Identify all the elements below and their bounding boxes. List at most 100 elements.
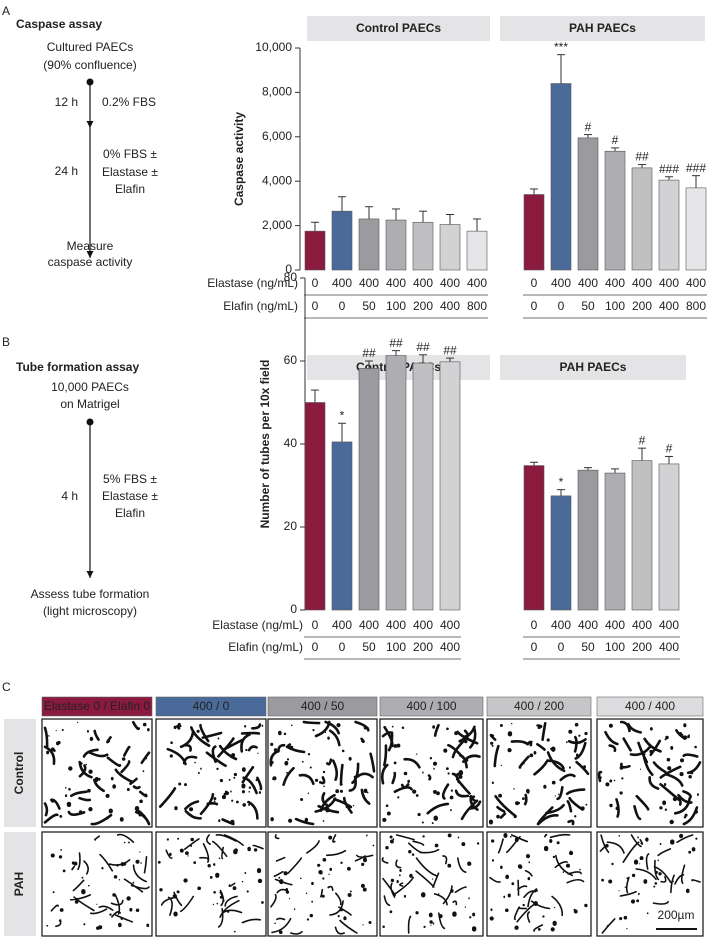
bar — [412, 221, 434, 271]
step-condition: 5% FBS ± — [103, 472, 157, 486]
tube-network — [50, 833, 150, 928]
elastase-value: 400 — [551, 618, 571, 632]
arrowhead — [86, 571, 94, 578]
end-text: Measure — [67, 239, 114, 253]
bar — [439, 361, 461, 611]
column-header — [155, 696, 267, 717]
arrowhead — [86, 121, 94, 128]
elafin-value: 50 — [581, 299, 595, 313]
bar — [523, 194, 545, 271]
bar — [685, 187, 707, 271]
elafin-value: 0 — [339, 299, 346, 313]
elafin-value: 200 — [413, 640, 433, 654]
bar — [577, 137, 599, 271]
bar — [466, 230, 488, 271]
row-label: Elastase (ng/mL) — [212, 618, 303, 632]
elastase-value: 0 — [312, 276, 319, 290]
column-header — [41, 696, 153, 717]
end-text: caspase activity — [48, 255, 133, 269]
assay-title: Caspase assay — [16, 17, 102, 31]
bar — [412, 362, 434, 611]
elastase-value: 400 — [440, 618, 460, 632]
elastase-value: 400 — [359, 618, 379, 632]
significance-label: ## — [362, 346, 376, 360]
bar — [658, 179, 680, 271]
elastase-value: 400 — [632, 276, 652, 290]
elafin-value: 400 — [440, 640, 460, 654]
bar — [358, 218, 380, 271]
elastase-value: 0 — [312, 618, 319, 632]
elastase-value: 400 — [386, 276, 406, 290]
step-time: 24 h — [55, 164, 78, 178]
micrograph — [41, 831, 153, 937]
significance-label: # — [639, 433, 646, 447]
elastase-value: 400 — [386, 618, 406, 632]
cell-specks — [270, 723, 369, 823]
tube-network — [270, 834, 374, 935]
y-tick-label: 4,000 — [262, 173, 292, 187]
elafin-value: 0 — [312, 299, 319, 313]
column-label: Elastase 0 / Elafin 0 — [44, 699, 150, 713]
row-header — [4, 719, 36, 827]
bar — [631, 460, 653, 611]
elafin-value: 0 — [531, 299, 538, 313]
tube-network — [158, 723, 263, 826]
cell-specks — [598, 723, 699, 825]
panel-label: C — [2, 680, 11, 694]
micrograph — [486, 831, 592, 937]
start-text: (90% confluence) — [43, 58, 136, 72]
panel-label: B — [2, 335, 10, 349]
elafin-value: 50 — [362, 640, 376, 654]
elafin-value: 200 — [632, 640, 652, 654]
step-condition: 0% FBS ± — [103, 147, 157, 161]
group-header — [500, 355, 686, 380]
elastase-value: 0 — [531, 618, 538, 632]
elastase-value: 0 — [531, 276, 538, 290]
significance-label: *** — [554, 40, 568, 54]
elastase-value: 400 — [332, 618, 352, 632]
elafin-value: 200 — [413, 299, 433, 313]
significance-label: ## — [416, 340, 430, 354]
elafin-value: 0 — [531, 640, 538, 654]
row-label: Control — [12, 752, 26, 795]
elafin-value: 800 — [467, 299, 487, 313]
column-label: 400 / 50 — [301, 699, 345, 713]
elastase-value: 400 — [440, 276, 460, 290]
end-text: (light microscopy) — [43, 604, 137, 618]
panel-label: A — [2, 4, 10, 18]
significance-label: * — [559, 475, 564, 489]
bar — [550, 83, 572, 271]
significance-label: # — [666, 442, 673, 456]
cell-specks — [382, 833, 480, 932]
elafin-value: 100 — [386, 640, 406, 654]
elafin-value: 200 — [632, 299, 652, 313]
bar — [304, 402, 326, 611]
bar — [523, 465, 545, 611]
y-tick-label: 40 — [284, 436, 298, 450]
tube-network — [599, 834, 701, 934]
elafin-value: 800 — [686, 299, 706, 313]
elastase-value: 400 — [551, 276, 571, 290]
significance-label: ## — [635, 150, 649, 164]
elafin-value: 400 — [659, 299, 679, 313]
elafin-value: 0 — [558, 299, 565, 313]
start-text: 10,000 PAECs — [51, 380, 129, 394]
step-condition: Elafin — [115, 506, 145, 520]
y-axis-title: Number of tubes per 10x field — [258, 360, 272, 529]
elastase-value: 400 — [359, 276, 379, 290]
bar — [631, 167, 653, 271]
significance-label: * — [340, 408, 345, 422]
bar — [358, 368, 380, 611]
elastase-value: 400 — [578, 276, 598, 290]
row-label: Elafin (ng/mL) — [228, 640, 303, 654]
elastase-value: 400 — [605, 276, 625, 290]
y-tick-label: 10,000 — [255, 40, 292, 54]
group-header — [307, 16, 490, 41]
y-tick-label: 8,000 — [262, 85, 292, 99]
y-tick-label: 0 — [285, 262, 292, 276]
group-title: PAH PAECs — [569, 21, 636, 35]
column-header — [486, 696, 592, 717]
elafin-value: 400 — [440, 299, 460, 313]
bar — [304, 230, 326, 271]
